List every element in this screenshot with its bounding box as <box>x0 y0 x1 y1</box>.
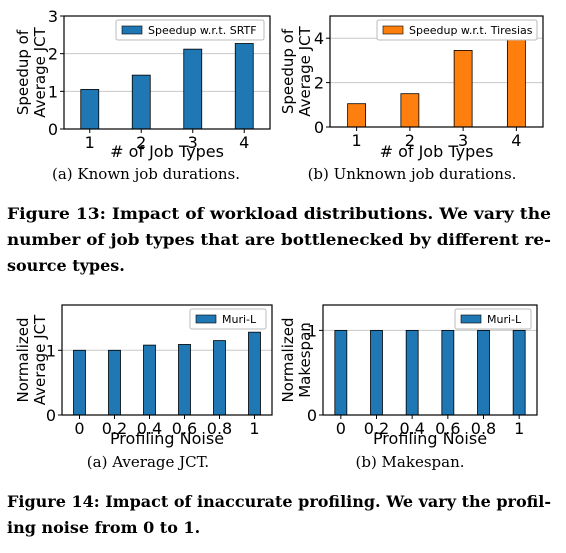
x-tick-label: 1 <box>85 133 95 152</box>
bar <box>453 50 473 128</box>
bar <box>234 43 254 130</box>
y-tick-label: 1 <box>307 321 317 340</box>
legend-swatch <box>460 314 482 324</box>
legend-swatch <box>121 25 143 35</box>
plot-frame <box>63 15 271 130</box>
legend-swatch <box>382 25 404 35</box>
bar <box>131 74 151 130</box>
y-tick-label: 0 <box>307 406 317 425</box>
bar <box>178 344 191 416</box>
y-axis-label: Average JCT <box>31 314 49 405</box>
legend-label: Muri-L <box>222 313 257 326</box>
y-axis-label: Normalized <box>279 317 297 402</box>
bar <box>80 89 100 130</box>
x-tick-label: 0.6 <box>172 419 197 438</box>
fig14b-subcaption: (b) Makespan. <box>355 453 464 471</box>
x-tick-label: 0.8 <box>207 419 232 438</box>
legend-box <box>115 19 265 41</box>
x-tick-label: 0 <box>336 419 346 438</box>
fig14-caption-line-2: ing noise from 0 to 1. <box>7 518 200 537</box>
y-tick-label: 0 <box>46 406 56 425</box>
bar <box>143 344 156 416</box>
fig14-caption-line-1: Figure 14: Impact of inaccurate profilin… <box>7 492 551 511</box>
legend-label: Speedup w.r.t. SRTF <box>148 24 257 37</box>
x-tick-label: 0.8 <box>471 419 496 438</box>
x-tick-label: 0 <box>74 419 84 438</box>
bar <box>506 38 526 128</box>
y-axis-label: Makespan <box>296 322 314 398</box>
x-tick-label: 0.6 <box>435 419 460 438</box>
bar <box>441 329 455 416</box>
legend-label: Muri-L <box>487 313 522 326</box>
bar <box>73 349 86 416</box>
x-axis-label: # of Job Types <box>110 142 224 161</box>
x-tick-label: 2 <box>136 133 146 152</box>
fig13-caption-line-3: source types. <box>7 256 125 275</box>
chart-1: 0 1 2 3 1 2 3 4 # of Job Types Speedup of Average … <box>14 7 271 161</box>
bar <box>512 329 526 416</box>
x-axis-label: Profiling Noise <box>110 429 224 448</box>
bar <box>477 329 490 416</box>
legend-label: Speedup w.r.t. Tiresias <box>409 24 533 37</box>
y-tick-label: 0 <box>48 120 58 139</box>
bar <box>405 329 419 416</box>
bar <box>334 329 348 416</box>
bar <box>213 340 226 416</box>
bar <box>248 331 261 416</box>
x-axis-label: # of Job Types <box>380 142 494 161</box>
bar <box>347 103 367 128</box>
plot-frame <box>61 304 273 416</box>
bar <box>108 349 121 416</box>
fig13-caption-line-1: Figure 13: Impact of workload distributi… <box>7 204 551 223</box>
x-tick-label: 4 <box>239 133 249 152</box>
y-tick-label: 1 <box>46 341 56 360</box>
y-axis-label: Speedup of <box>14 29 32 115</box>
y-axis-label: Speedup of <box>279 28 297 114</box>
fig13a-subcaption: (a) Known job durations. <box>52 165 240 183</box>
y-tick-label: 0 <box>314 118 324 137</box>
plot-frame <box>329 15 544 128</box>
fig13-caption-line-2: number of job types that are bottlenecke… <box>7 230 551 249</box>
y-tick-label: 1 <box>48 82 58 101</box>
bar <box>400 93 420 128</box>
y-axis-label: Average JCT <box>31 26 49 117</box>
y-axis-label: Average JCT <box>296 25 314 116</box>
y-axis-label: Normalized <box>14 317 32 402</box>
x-tick-label: 3 <box>188 133 198 152</box>
x-tick-label: 3 <box>458 131 468 150</box>
chart-2: 0 2 4 1 2 3 4 # of Job Types Speedup of Average J… <box>279 15 544 161</box>
x-tick-label: 1 <box>352 131 362 150</box>
x-tick-label: 2 <box>405 131 415 150</box>
fig14a-subcaption: (a) Average JCT. <box>87 453 209 471</box>
fig13b-subcaption: (b) Unknown job durations. <box>308 165 517 183</box>
plot-frame <box>322 304 538 416</box>
bar <box>370 329 383 416</box>
x-tick-label: 0.2 <box>364 419 389 438</box>
legend-swatch <box>195 314 217 324</box>
x-tick-label: 4 <box>511 131 521 150</box>
legend-box <box>454 308 532 330</box>
x-tick-label: 0.2 <box>102 419 127 438</box>
x-tick-label: 1 <box>249 419 259 438</box>
chart-4: 0 1 0 0.2 0.4 0.6 0.8 1 Profiling Noise Normalize… <box>279 304 538 448</box>
x-tick-label: 0.4 <box>399 419 424 438</box>
x-tick-label: 0.4 <box>137 419 162 438</box>
legend-box <box>376 19 538 41</box>
y-tick-label: 2 <box>314 74 324 93</box>
bar <box>183 48 203 130</box>
y-tick-label: 2 <box>48 45 58 64</box>
y-tick-label: 4 <box>314 29 324 48</box>
x-tick-label: 1 <box>514 419 524 438</box>
y-tick-label: 3 <box>48 7 58 26</box>
x-axis-label: Profiling Noise <box>373 429 487 448</box>
chart-3: 0 1 0 0.2 0.4 0.6 0.8 1 Profiling Noise Normalize… <box>14 304 273 448</box>
legend-box <box>189 308 267 330</box>
